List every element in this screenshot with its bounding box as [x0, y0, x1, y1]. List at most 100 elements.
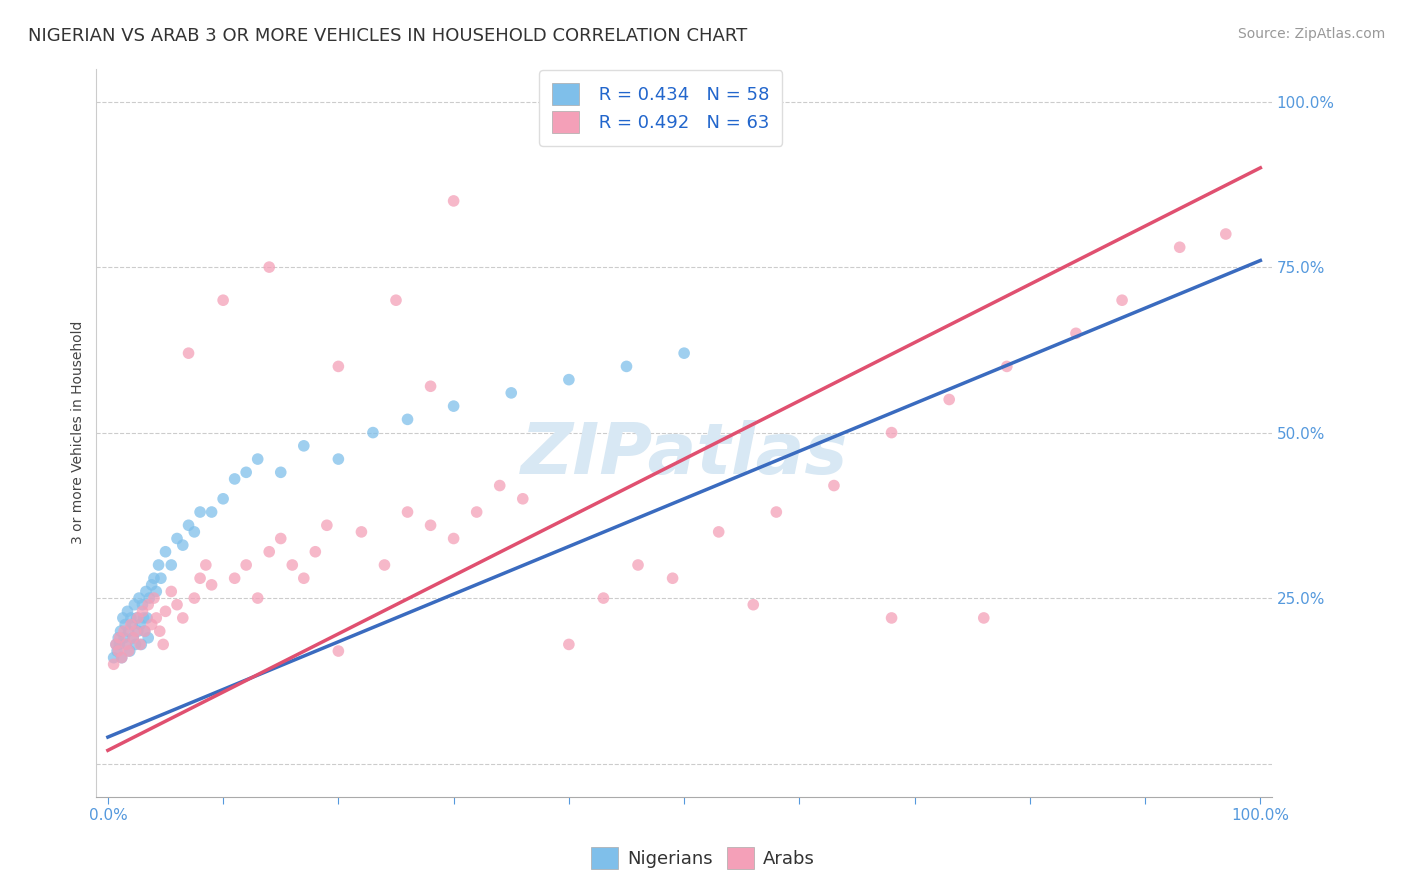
Point — [124, 637, 146, 651]
Text: NIGERIAN VS ARAB 3 OR MORE VEHICLES IN HOUSEHOLD CORRELATION CHART: NIGERIAN VS ARAB 3 OR MORE VEHICLES IN H… — [28, 27, 748, 45]
Point — [120, 617, 142, 632]
Y-axis label: 3 or more Vehicles in Household: 3 or more Vehicles in Household — [72, 321, 86, 544]
Point — [145, 584, 167, 599]
Point — [132, 611, 155, 625]
Point — [292, 571, 315, 585]
Point — [257, 545, 280, 559]
Point — [115, 637, 138, 651]
Point — [108, 631, 131, 645]
Point — [141, 578, 163, 592]
Point — [194, 558, 217, 572]
Point — [104, 637, 127, 651]
Point — [270, 466, 292, 480]
Point — [246, 591, 269, 606]
Point — [880, 611, 903, 625]
Point — [117, 624, 139, 639]
Point — [103, 650, 125, 665]
Point — [396, 412, 419, 426]
Point — [823, 478, 845, 492]
Point — [235, 558, 257, 572]
Point — [114, 617, 136, 632]
Point — [152, 637, 174, 651]
Point — [107, 644, 129, 658]
Point — [443, 194, 465, 208]
Point — [136, 631, 159, 645]
Point — [121, 617, 143, 632]
Point — [188, 571, 211, 585]
Point — [270, 532, 292, 546]
Point — [200, 578, 222, 592]
Point — [111, 611, 134, 625]
Point — [131, 604, 153, 618]
Point — [350, 524, 373, 539]
Point — [1168, 240, 1191, 254]
Point — [103, 657, 125, 672]
Point — [129, 637, 152, 651]
Point — [880, 425, 903, 440]
Point — [742, 598, 765, 612]
Point — [105, 644, 128, 658]
Point — [112, 631, 135, 645]
Point — [125, 611, 148, 625]
Point — [124, 624, 146, 639]
Point — [328, 359, 350, 374]
Point — [995, 359, 1018, 374]
Point — [122, 631, 145, 645]
Point — [122, 631, 145, 645]
Point — [1064, 326, 1087, 341]
Point — [128, 591, 150, 606]
Point — [143, 571, 166, 585]
Point — [177, 346, 200, 360]
Point — [149, 571, 172, 585]
Point — [115, 637, 138, 651]
Point — [361, 425, 384, 440]
Point — [111, 650, 134, 665]
Point — [419, 379, 441, 393]
Point — [627, 558, 650, 572]
Point — [117, 644, 139, 658]
Point — [224, 571, 246, 585]
Point — [465, 505, 488, 519]
Point — [558, 637, 581, 651]
Point — [707, 524, 730, 539]
Point — [134, 624, 156, 639]
Point — [765, 505, 787, 519]
Point — [1215, 227, 1237, 241]
Point — [131, 598, 153, 612]
Point — [138, 591, 160, 606]
Point — [172, 611, 194, 625]
Point — [183, 591, 205, 606]
Point — [396, 505, 419, 519]
Point — [328, 452, 350, 467]
Point — [120, 611, 142, 625]
Point — [443, 399, 465, 413]
Point — [148, 558, 170, 572]
Point — [104, 637, 127, 651]
Point — [673, 346, 696, 360]
Point — [973, 611, 995, 625]
Point — [155, 545, 177, 559]
Point — [661, 571, 683, 585]
Point — [107, 631, 129, 645]
Point — [129, 617, 152, 632]
Point — [281, 558, 304, 572]
Point — [592, 591, 614, 606]
Point — [172, 538, 194, 552]
Point — [224, 472, 246, 486]
Point — [315, 518, 337, 533]
Point — [143, 591, 166, 606]
Point — [118, 644, 141, 658]
Point — [136, 598, 159, 612]
Point — [136, 611, 159, 625]
Point — [419, 518, 441, 533]
Point — [328, 644, 350, 658]
Point — [177, 518, 200, 533]
Point — [166, 532, 188, 546]
Point — [110, 624, 132, 639]
Point — [134, 624, 156, 639]
Point — [235, 466, 257, 480]
Point — [141, 617, 163, 632]
Point — [488, 478, 510, 492]
Point — [124, 598, 146, 612]
Point — [246, 452, 269, 467]
